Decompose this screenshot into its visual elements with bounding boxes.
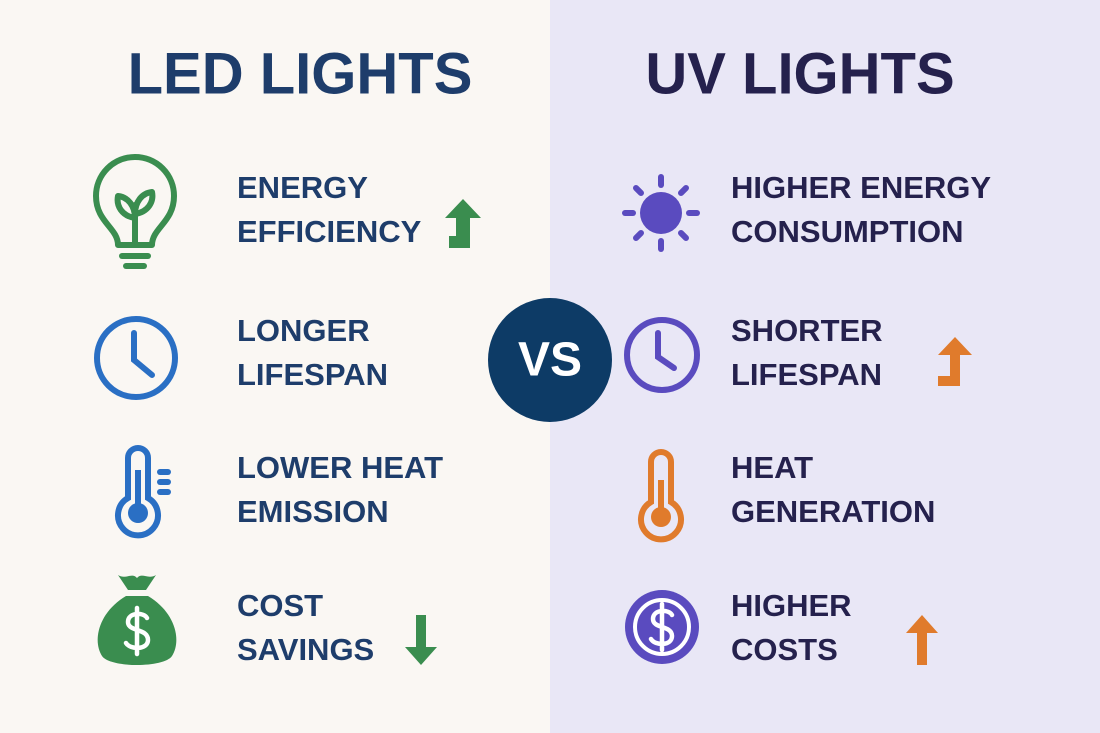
left-panel	[0, 0, 550, 733]
item-label: HIGHER ENERGY	[731, 170, 991, 205]
clock-icon	[94, 316, 178, 400]
thermometer-icon	[115, 445, 171, 539]
thermometer-bulb	[128, 503, 148, 523]
item-label: LIFESPAN	[237, 357, 388, 392]
item-label: CONSUMPTION	[731, 214, 964, 249]
item-label: EMISSION	[237, 494, 389, 529]
up-arrow-icon	[445, 199, 481, 248]
item-label: LOWER HEAT	[237, 450, 443, 485]
item-label: SAVINGS	[237, 632, 374, 667]
sun-icon	[622, 174, 700, 252]
item-label: LIFESPAN	[731, 357, 882, 392]
down-arrow-icon	[405, 615, 437, 665]
item-label: LONGER	[237, 313, 370, 348]
labels: ENERGY EFFICIENCY LONGER LIFESPAN LOWER HEAT…	[237, 170, 991, 667]
item-label: HEAT	[731, 450, 813, 485]
up-arrow-icon	[906, 615, 938, 665]
item-label: EFFICIENCY	[237, 214, 422, 249]
item-label: GENERATION	[731, 494, 935, 529]
item-label: ENERGY	[237, 170, 368, 205]
up-arrow-icon	[938, 337, 972, 386]
clock-icon	[624, 317, 700, 393]
vs-text: VS	[518, 334, 582, 387]
bulb-icon	[93, 154, 177, 269]
coin-icon	[625, 590, 699, 664]
thermometer-bulb	[651, 507, 671, 527]
money-bag-icon	[97, 575, 177, 665]
item-label: COSTS	[731, 632, 838, 667]
vs-badge	[488, 298, 612, 422]
thermometer-icon	[638, 449, 684, 543]
item-label: COST	[237, 588, 323, 623]
item-label: SHORTER	[731, 313, 883, 348]
left-title: LED LIGHTS	[128, 41, 473, 106]
right-title: UV LIGHTS	[645, 41, 954, 106]
item-label: HIGHER	[731, 588, 852, 623]
